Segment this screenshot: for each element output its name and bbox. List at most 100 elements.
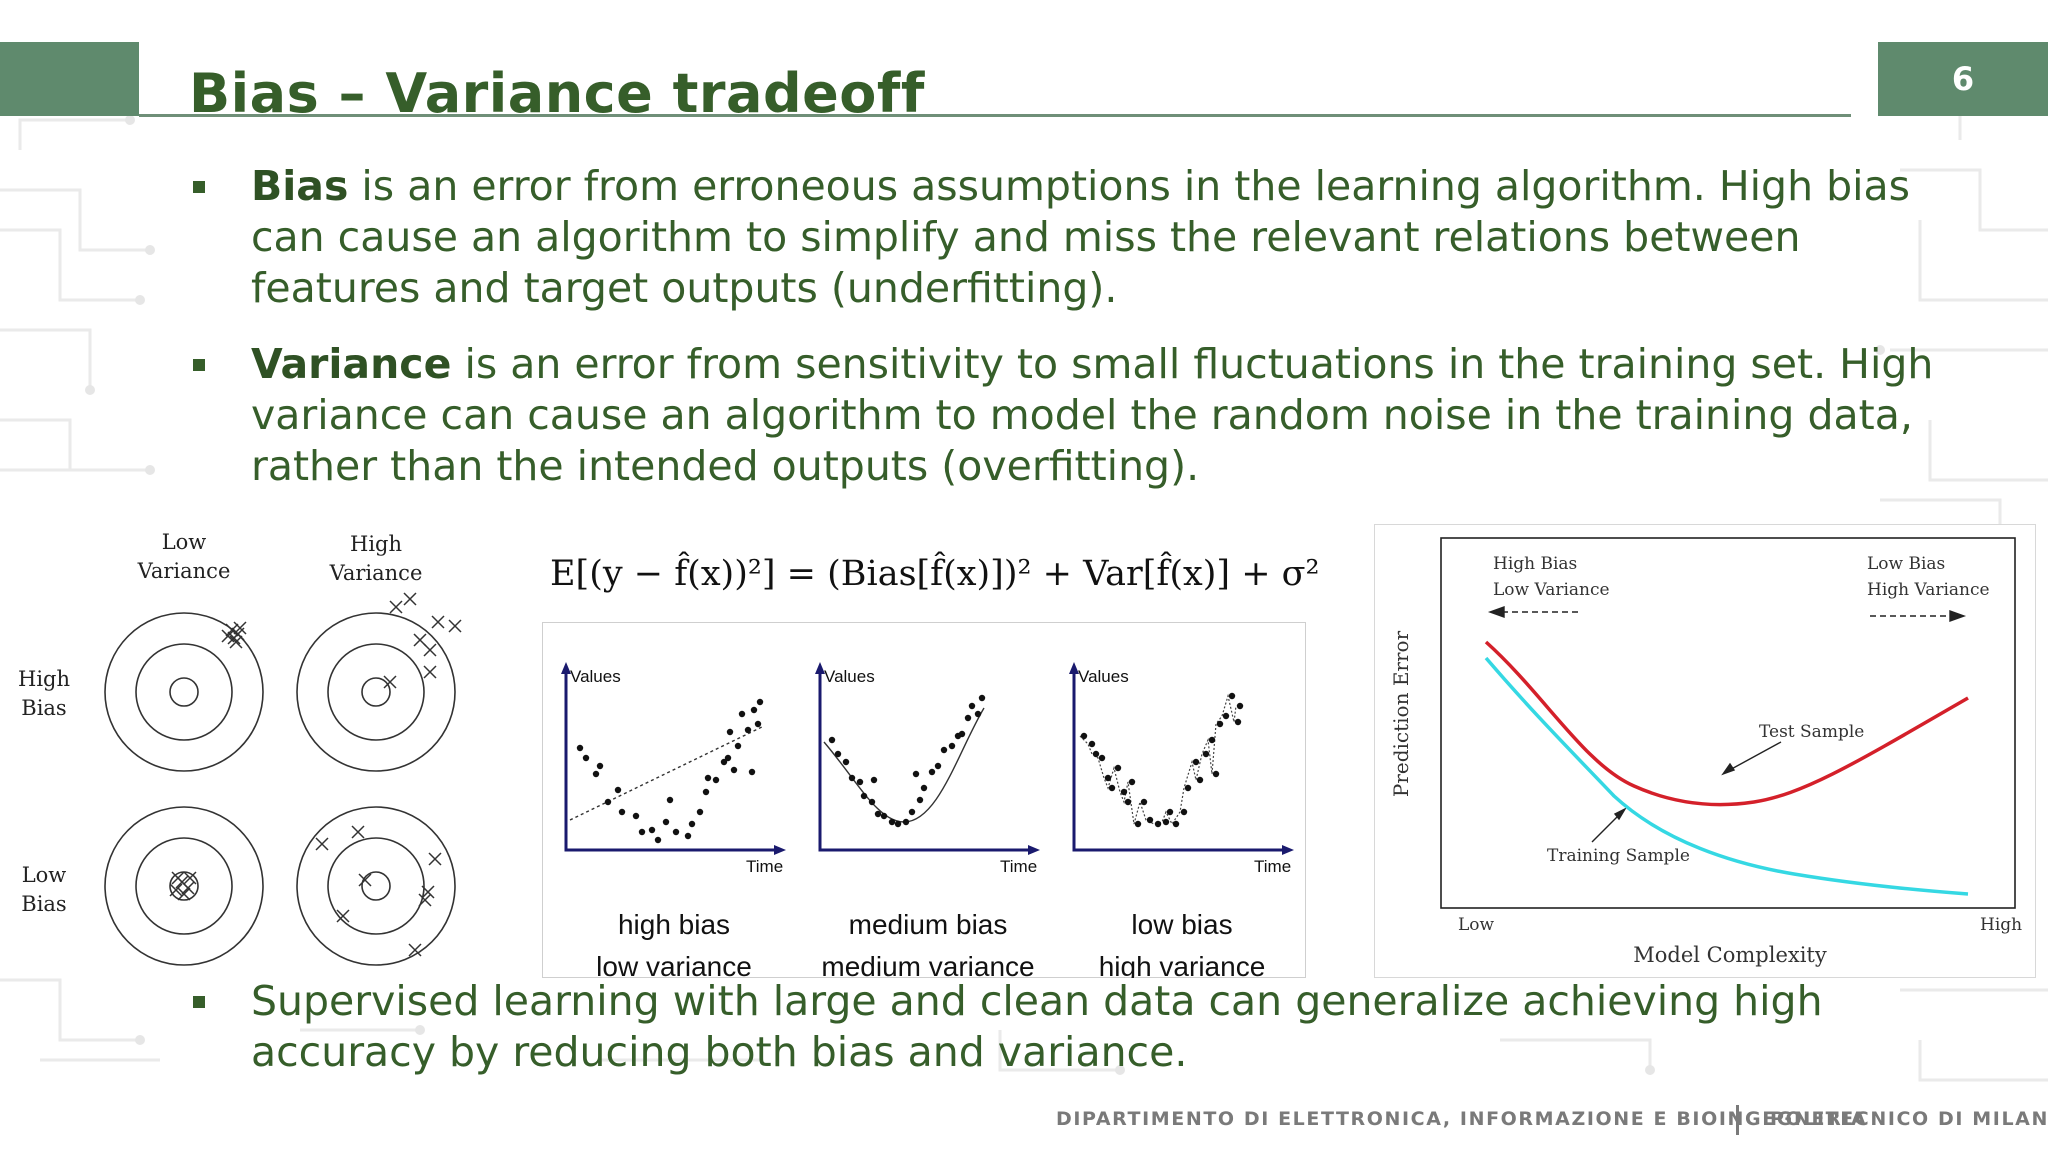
data-point: [888, 818, 896, 826]
data-point: [870, 776, 878, 784]
data-point: [1208, 736, 1216, 744]
shot-x-mark: [428, 852, 442, 866]
shot-x-mark: [169, 883, 183, 897]
data-point: [724, 754, 732, 762]
shot-x-mark: [233, 621, 247, 635]
data-point: [1162, 818, 1170, 826]
data-point: [1092, 750, 1100, 758]
data-point: [860, 792, 868, 800]
bias-text-line-3: features and target outputs (underfittin…: [251, 264, 1118, 312]
shot-x-mark: [225, 623, 239, 637]
test-pointer: [1725, 741, 1782, 773]
data-point: [1234, 718, 1242, 726]
footer-separator: [1736, 1105, 1739, 1135]
bias-term: Bias: [251, 162, 349, 210]
data-point: [614, 786, 622, 794]
fit-caption-line1: medium bias: [849, 909, 1008, 940]
data-point: [1098, 754, 1106, 762]
data-point: [734, 742, 742, 750]
data-point: [1212, 770, 1220, 778]
test-sample-curve: [1484, 640, 1969, 807]
data-point: [696, 808, 704, 816]
y-axis-label: Prediction Error: [1389, 630, 1413, 797]
data-point: [928, 768, 936, 776]
data-point: [894, 820, 902, 828]
shot-x-mark: [421, 885, 435, 899]
fit-x-label: Time: [1254, 857, 1291, 876]
header-accent-right: [1878, 42, 2048, 116]
data-point: [576, 744, 584, 752]
data-point: [638, 828, 646, 836]
x-axis-label: Model Complexity: [1633, 943, 1827, 967]
data-point: [964, 714, 972, 722]
shot-x-mark: [171, 871, 185, 885]
data-point: [1104, 774, 1112, 782]
data-point: [834, 750, 842, 758]
data-point: [592, 770, 600, 778]
y-arrow: [815, 662, 825, 674]
fit-panel-3: Values Time low bias high variance: [1069, 662, 1294, 978]
data-point: [1184, 784, 1192, 792]
data-point: [880, 812, 888, 820]
data-point: [1236, 702, 1244, 710]
left-arrow-head: [1487, 606, 1505, 618]
supervised-text-line-2: accuracy by reducing both bias and varia…: [251, 1028, 1188, 1076]
data-point: [1222, 712, 1230, 720]
data-point: [662, 818, 670, 826]
col-high-variance-line1: High: [350, 532, 402, 556]
y-arrow: [561, 662, 571, 674]
bullet-supervised: Supervised learning with large and clean…: [193, 976, 1823, 1078]
bias-text-line-2: can cause an algorithm to simplify and m…: [251, 213, 1801, 261]
data-point: [720, 758, 728, 766]
variance-term: Variance: [251, 340, 452, 388]
row-low-bias-line1: Low: [22, 863, 67, 887]
data-point: [654, 836, 662, 844]
col-high-variance-line2: Variance: [329, 561, 423, 585]
data-point: [978, 694, 986, 702]
data-point: [730, 766, 738, 774]
fit-y-label: Values: [824, 667, 875, 686]
data-point: [874, 810, 882, 818]
data-point: [1080, 732, 1088, 740]
data-point: [704, 774, 712, 782]
shot-x-mark: [389, 600, 403, 614]
shot-x-mark: [408, 943, 422, 957]
fit-caption-line2: high variance: [1099, 951, 1266, 978]
bias-text-line-1: is an error from erroneous assumptions i…: [348, 162, 1910, 210]
data-point: [1128, 778, 1136, 786]
shot-x-mark: [177, 887, 191, 901]
shot-x-mark: [336, 909, 350, 923]
shot-x-mark: [358, 873, 372, 887]
data-point: [1154, 820, 1162, 828]
data-point: [648, 826, 656, 834]
right-note-line1: Low Bias: [1867, 554, 1945, 574]
data-point: [712, 776, 720, 784]
data-point: [604, 798, 612, 806]
data-point: [738, 710, 746, 718]
plot-frame: [1440, 537, 2016, 909]
data-point: [1216, 720, 1224, 728]
bias-variance-targets-figure: Low Variance High Variance High Bias Low…: [0, 522, 480, 978]
data-point: [974, 710, 982, 718]
data-point: [1108, 784, 1116, 792]
shot-x-mark: [221, 629, 235, 643]
variance-text-line-1: is an error from sensitivity to small fl…: [451, 340, 1934, 388]
data-point: [912, 770, 920, 778]
data-point: [1196, 776, 1204, 784]
fit-axes: [1072, 666, 1290, 852]
fit-y-label: Values: [1078, 667, 1129, 686]
data-point: [1140, 798, 1148, 806]
row-high-bias-line2: Bias: [21, 696, 66, 720]
shot-marks: [169, 592, 462, 957]
data-point: [744, 726, 752, 734]
data-point: [1180, 808, 1188, 816]
col-low-variance-line1: Low: [162, 530, 207, 554]
col-low-variance-line2: Variance: [137, 559, 231, 583]
data-point: [748, 768, 756, 776]
row-high-bias-line1: High: [18, 667, 70, 691]
fit-caption-line2: low variance: [596, 951, 752, 978]
shot-x-mark: [418, 893, 432, 907]
page-number: 6: [1951, 60, 1975, 98]
supervised-text-line-1: Supervised learning with large and clean…: [251, 977, 1823, 1025]
